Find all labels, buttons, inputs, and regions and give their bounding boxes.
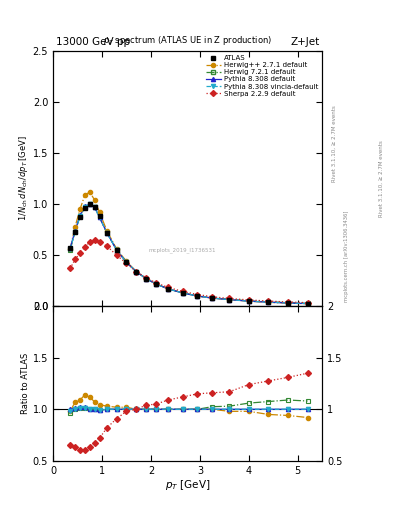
- Text: mcplots.cern.ch [arXiv:1306.3436]: mcplots.cern.ch [arXiv:1306.3436]: [344, 210, 349, 302]
- Text: Z+Jet: Z+Jet: [290, 37, 320, 48]
- Text: mcplots_2019_I1736531: mcplots_2019_I1736531: [149, 247, 216, 253]
- Text: 13000 GeV pp: 13000 GeV pp: [56, 37, 130, 48]
- Text: Rivet 3.1.10, ≥ 2.7M events: Rivet 3.1.10, ≥ 2.7M events: [379, 140, 384, 217]
- Y-axis label: Ratio to ATLAS: Ratio to ATLAS: [21, 353, 30, 414]
- Text: $p_T$ spectrum (ATLAS UE in Z production): $p_T$ spectrum (ATLAS UE in Z production…: [103, 34, 272, 48]
- Y-axis label: $1/N_\mathrm{ch}\,dN_\mathrm{ch}/dp_T\,[\mathrm{GeV}]$: $1/N_\mathrm{ch}\,dN_\mathrm{ch}/dp_T\,[…: [17, 136, 30, 222]
- Legend: ATLAS, Herwig++ 2.7.1 default, Herwig 7.2.1 default, Pythia 8.308 default, Pythi: ATLAS, Herwig++ 2.7.1 default, Herwig 7.…: [204, 53, 320, 99]
- Text: Rivet 3.1.10, ≥ 2.7M events: Rivet 3.1.10, ≥ 2.7M events: [332, 105, 337, 182]
- X-axis label: $p_T$ [GeV]: $p_T$ [GeV]: [165, 478, 210, 493]
